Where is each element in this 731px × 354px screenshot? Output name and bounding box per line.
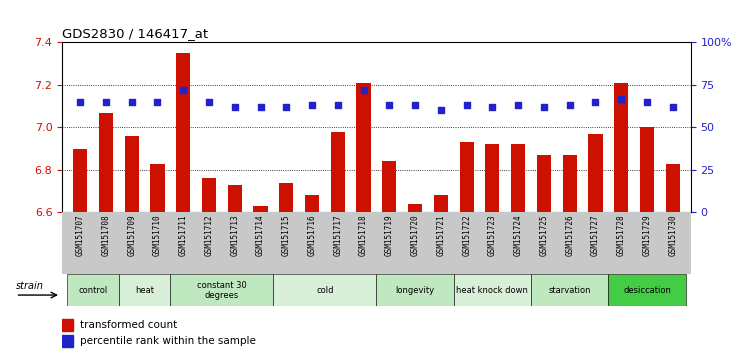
Point [306,103,318,108]
Text: GSM151729: GSM151729 [643,214,651,256]
Text: heat knock down: heat knock down [456,286,529,295]
Point [75,99,86,105]
Text: GSM151725: GSM151725 [539,214,548,256]
Bar [563,155,577,212]
Bar [151,164,164,212]
Point [229,104,240,110]
Bar [227,185,242,212]
Point [667,104,678,110]
Bar [254,206,268,212]
Text: GSM151714: GSM151714 [256,214,265,256]
Bar [511,144,526,212]
Bar [119,274,170,306]
Bar [376,274,454,306]
Point [357,87,369,93]
Bar [279,183,293,212]
Text: GSM151716: GSM151716 [308,214,317,256]
Bar [640,127,654,212]
Text: percentile rank within the sample: percentile rank within the sample [80,336,256,346]
Bar [124,136,139,212]
Point [461,103,472,108]
Text: GSM151708: GSM151708 [102,214,110,256]
Point [409,103,421,108]
Text: GSM151726: GSM151726 [565,214,575,256]
Point [151,99,163,105]
Bar [531,274,608,306]
Text: GSM151713: GSM151713 [230,214,239,256]
Point [590,99,602,105]
Bar [357,83,371,212]
Text: GSM151721: GSM151721 [436,214,445,256]
Bar [73,149,87,212]
Bar [99,113,113,212]
Text: GSM151711: GSM151711 [178,214,188,256]
Bar [408,204,423,212]
Text: GSM151717: GSM151717 [333,214,342,256]
Point [126,99,137,105]
Text: GSM151719: GSM151719 [385,214,394,256]
Point [203,99,215,105]
Point [178,87,189,93]
Bar [588,134,602,212]
Point [254,104,266,110]
Text: control: control [78,286,107,295]
Point [435,108,447,113]
Text: GDS2830 / 146417_at: GDS2830 / 146417_at [62,27,208,40]
Point [384,103,395,108]
Bar [62,319,73,331]
Text: GSM151720: GSM151720 [411,214,420,256]
Text: starvation: starvation [548,286,591,295]
Bar [330,132,345,212]
Bar [666,164,680,212]
Text: longevity: longevity [395,286,435,295]
Text: GSM151723: GSM151723 [488,214,497,256]
Bar [62,335,73,347]
Bar [485,144,499,212]
Text: GSM151718: GSM151718 [359,214,368,256]
Point [487,104,499,110]
Bar [433,195,448,212]
Bar [608,274,686,306]
Point [641,99,653,105]
Text: GSM151709: GSM151709 [127,214,136,256]
Bar [454,274,531,306]
Bar [460,142,474,212]
Text: desiccation: desiccation [623,286,671,295]
Point [616,96,627,101]
Text: GSM151727: GSM151727 [591,214,600,256]
Bar [67,274,119,306]
Text: cold: cold [317,286,333,295]
Text: GSM151707: GSM151707 [76,214,85,256]
Point [564,103,575,108]
Bar [537,155,551,212]
Bar [305,195,319,212]
Text: GSM151710: GSM151710 [153,214,162,256]
Text: GSM151728: GSM151728 [617,214,626,256]
Bar [170,274,273,306]
Bar [382,161,396,212]
Text: transformed count: transformed count [80,320,177,330]
Text: GSM151722: GSM151722 [462,214,471,256]
Text: GSM151712: GSM151712 [205,214,213,256]
Text: strain: strain [15,280,43,291]
Bar [202,178,216,212]
Bar [614,83,629,212]
Text: GSM151724: GSM151724 [514,214,523,256]
Point [538,104,550,110]
Text: heat: heat [135,286,154,295]
Point [512,103,524,108]
Text: constant 30
degrees: constant 30 degrees [197,281,247,300]
Text: GSM151730: GSM151730 [668,214,677,256]
Point [100,99,112,105]
Text: GSM151715: GSM151715 [281,214,291,256]
Point [332,103,344,108]
Bar [176,53,190,212]
Bar [273,274,376,306]
Point [281,104,292,110]
